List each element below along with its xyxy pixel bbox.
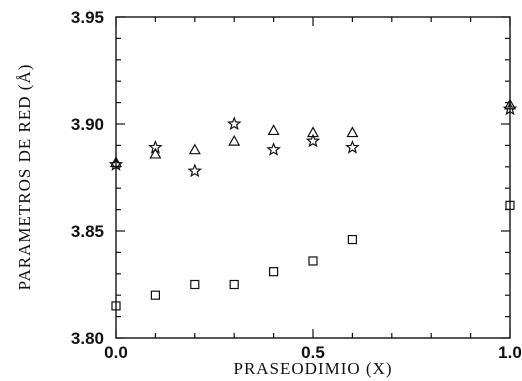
x-axis-title: PRASEODIMIO (X) bbox=[233, 359, 392, 378]
axis-ticks bbox=[115, 16, 511, 339]
triangle-marker bbox=[267, 124, 280, 136]
star-marker bbox=[266, 142, 281, 156]
square-marker bbox=[150, 290, 160, 300]
square-marker bbox=[190, 279, 200, 290]
y-tick-label: 3.90 bbox=[71, 115, 104, 134]
plot-frame bbox=[115, 16, 511, 339]
star-marker bbox=[108, 157, 124, 171]
triangle-marker bbox=[503, 98, 517, 110]
y-tick-label: 3.85 bbox=[71, 222, 104, 241]
tick-labels: 3.80 3.85 3.90 3.95 0.0 0.5 1.0 bbox=[71, 8, 522, 362]
x-tick-label: 0.0 bbox=[104, 343, 128, 362]
square-marker bbox=[111, 301, 121, 311]
star-marker bbox=[305, 133, 321, 148]
y-tick-label: 3.95 bbox=[71, 8, 104, 27]
square-marker bbox=[229, 279, 239, 290]
square-marker bbox=[308, 256, 318, 266]
y-axis-title: PARAMETROS DE RED (Å) bbox=[15, 64, 34, 291]
star-marker bbox=[187, 163, 203, 178]
star-marker bbox=[226, 116, 242, 131]
triangle-marker bbox=[228, 134, 241, 146]
x-tick-label: 1.0 bbox=[498, 343, 522, 362]
triangle-marker bbox=[149, 147, 162, 159]
triangle-marker bbox=[346, 126, 359, 138]
square-marker bbox=[269, 267, 279, 277]
star-marker bbox=[502, 101, 518, 116]
triangle-marker bbox=[188, 143, 201, 155]
x-tick-label: 0.5 bbox=[301, 343, 325, 362]
y-tick-label: 3.80 bbox=[71, 329, 104, 348]
square-marker bbox=[347, 234, 357, 245]
data-markers bbox=[108, 98, 518, 311]
star-marker bbox=[148, 139, 163, 154]
star-marker bbox=[345, 139, 360, 154]
square-marker bbox=[505, 200, 515, 210]
